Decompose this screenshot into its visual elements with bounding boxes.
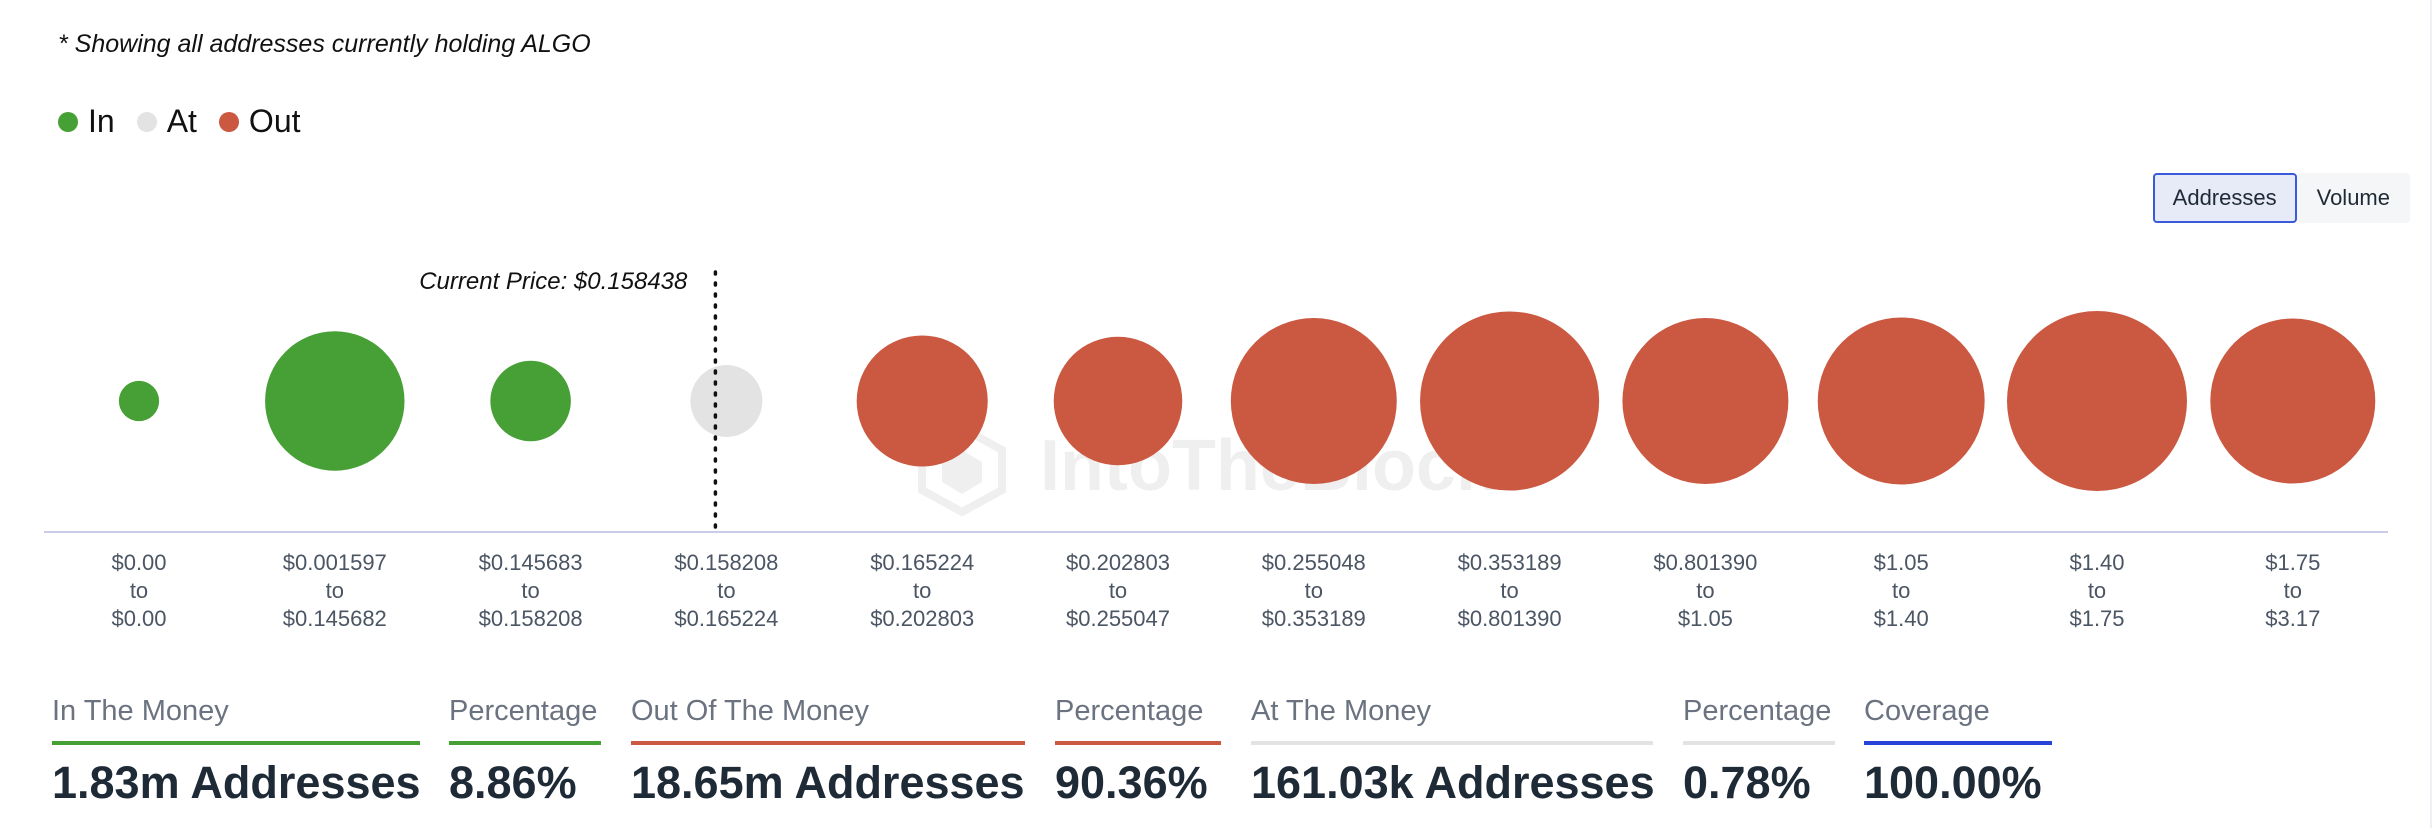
stat-percentage-5: Percentage 0.78% <box>1683 695 1835 809</box>
bubble-out-10[interactable] <box>2007 311 2187 491</box>
legend-item-out[interactable]: Out <box>218 103 301 140</box>
bubble-out-8[interactable] <box>1622 318 1789 484</box>
tick-label-9-to: $1.40 <box>1874 606 1929 631</box>
tick-label-4-to: $0.202803 <box>870 606 974 631</box>
tick-label-5-to: $0.255047 <box>1066 606 1170 631</box>
stat-label: Percentage <box>1055 695 1204 727</box>
metric-toggle: Addresses Volume <box>2152 173 2410 223</box>
tick-label-11-to: $3.17 <box>2265 606 2320 631</box>
tick-label-4-to-word: to <box>913 578 931 603</box>
tick-label-2-from: $0.145683 <box>479 550 583 575</box>
tick-label-9-from: $1.05 <box>1874 550 1929 575</box>
legend-label-out: Out <box>248 103 301 139</box>
tick-label-7-to: $0.801390 <box>1458 606 1562 631</box>
bubble-at-3[interactable] <box>690 365 763 437</box>
legend-dot-in <box>58 111 78 132</box>
tick-label-0-to: $0.00 <box>111 606 166 631</box>
tick-label-10-to-word: to <box>2088 578 2106 603</box>
legend-item-in[interactable]: In <box>58 103 115 140</box>
tick-label-3-to: $0.165224 <box>674 606 778 631</box>
stat-underline <box>52 741 420 745</box>
stat-value: 90.36% <box>1055 757 1208 808</box>
stat-percentage-1: Percentage 8.86% <box>449 695 601 809</box>
tick-label-9-to-word: to <box>1892 578 1910 603</box>
bubble-out-5[interactable] <box>1053 336 1183 466</box>
tick-label-1-to: $0.145682 <box>283 606 387 631</box>
tick-label-10-to: $1.75 <box>2069 606 2124 631</box>
legend-label-in: In <box>88 103 115 139</box>
tick-label-2-to-word: to <box>521 578 539 603</box>
stat-underline <box>1683 741 1835 745</box>
tick-label-0-from: $0.00 <box>111 550 166 575</box>
stat-label: At The Money <box>1251 695 1432 727</box>
watermark: IntoTheBlock <box>918 423 1497 517</box>
tick-label-1-to-word: to <box>326 578 344 603</box>
tick-label-8-to: $1.05 <box>1678 606 1733 631</box>
tick-label-8-from: $0.801390 <box>1653 550 1757 575</box>
bubble-out-9[interactable] <box>1817 317 1985 485</box>
tick-label-6-to-word: to <box>1305 578 1323 603</box>
stat-underline <box>449 741 601 745</box>
stat-coverage-6: Coverage 100.00% <box>1864 695 2052 809</box>
tick-label-5-to-word: to <box>1109 578 1127 603</box>
bubble-out-11[interactable] <box>2210 318 2376 484</box>
stat-value: 1.83m Addresses <box>52 757 421 808</box>
tick-label-0-to-word: to <box>130 578 148 603</box>
legend: In At Out <box>58 103 323 140</box>
stat-at-the-money-4: At The Money 161.03k Addresses <box>1251 695 1655 809</box>
tick-label-6-from: $0.255048 <box>1262 550 1366 575</box>
stat-label: Percentage <box>1683 695 1832 727</box>
tick-label-8-to-word: to <box>1696 578 1714 603</box>
tick-label-11-from: $1.75 <box>2265 550 2320 575</box>
bubble-in-2[interactable] <box>490 360 571 442</box>
stat-percentage-3: Percentage 90.36% <box>1055 695 1221 809</box>
stat-value: 8.86% <box>449 757 577 808</box>
stat-value: 0.78% <box>1683 757 1811 808</box>
stat-underline <box>1864 741 2052 745</box>
stat-in-the-money-0: In The Money 1.83m Addresses <box>52 695 421 809</box>
bubble-out-7[interactable] <box>1420 311 1600 491</box>
bubble-out-4[interactable] <box>856 335 988 467</box>
stat-underline <box>1055 741 1221 745</box>
legend-dot-at <box>136 111 157 132</box>
stat-label: Coverage <box>1864 695 1990 727</box>
stat-label: Out Of The Money <box>631 695 870 727</box>
tick-label-10-from: $1.40 <box>2069 550 2124 575</box>
tick-label-7-to-word: to <box>1500 578 1518 603</box>
tick-label-11-to-word: to <box>2284 578 2302 603</box>
holding-note: * Showing all addresses currently holdin… <box>58 30 591 58</box>
tick-label-2-to: $0.158208 <box>479 606 583 631</box>
tick-label-7-from: $0.353189 <box>1458 550 1562 575</box>
tick-label-4-from: $0.165224 <box>870 550 974 575</box>
bubble-out-6[interactable] <box>1230 318 1397 484</box>
legend-item-at[interactable]: At <box>136 103 197 140</box>
stat-value: 161.03k Addresses <box>1251 757 1655 808</box>
tick-label-3-from: $0.158208 <box>674 550 778 575</box>
legend-dot-out <box>218 111 239 132</box>
stat-label: In The Money <box>52 695 229 727</box>
tick-label-3-to-word: to <box>717 578 735 603</box>
bubble-in-1[interactable] <box>265 331 405 471</box>
legend-label-at: At <box>166 103 197 139</box>
stat-label: Percentage <box>449 695 598 727</box>
volume-toggle-button[interactable]: Volume <box>2296 173 2410 223</box>
bubble-chart: IntoTheBlock Current Price: $0.158438 $0… <box>44 268 2388 631</box>
tick-label-1-from: $0.001597 <box>283 550 387 575</box>
tick-label-6-to: $0.353189 <box>1262 606 1366 631</box>
stat-underline <box>1251 741 1653 745</box>
stat-out-of-the-money-2: Out Of The Money 18.65m Addresses <box>631 695 1025 809</box>
stat-value: 18.65m Addresses <box>631 757 1025 808</box>
stat-value: 100.00% <box>1864 757 2042 808</box>
current-price-label: Current Price: $0.158438 <box>419 268 688 295</box>
bubble-in-0[interactable] <box>118 380 160 422</box>
addresses-toggle-button[interactable]: Addresses <box>2152 173 2297 223</box>
stat-underline <box>631 741 1025 745</box>
tick-label-5-from: $0.202803 <box>1066 550 1170 575</box>
